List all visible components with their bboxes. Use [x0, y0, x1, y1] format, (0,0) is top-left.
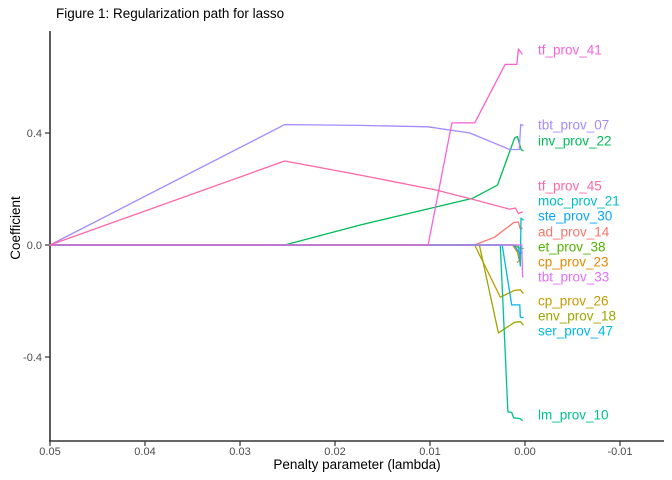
series-label-cp_prov_23: cp_prov_23: [538, 255, 609, 270]
x-axis-title: Penalty parameter (lambda): [273, 457, 440, 472]
series-line-cp_prov_23: [49, 244, 520, 264]
series-label-ser_prov_47: ser_prov_47: [538, 324, 613, 339]
series-label-et_prov_38: et_prov_38: [538, 240, 606, 255]
series-line-tf_prov_41: [49, 48, 523, 246]
x-tick-label: 0.01: [419, 446, 440, 458]
x-tick-label: 0.03: [229, 446, 250, 458]
series-line-lm_prov_10: [49, 244, 523, 422]
x-tick-label: 0.04: [134, 446, 155, 458]
chart-title: Figure 1: Regularization path for lasso: [56, 6, 285, 21]
series-line-inv_prov_22: [49, 135, 524, 246]
series-line-ser_prov_47: [49, 244, 524, 319]
y-axis-title: Coefficient: [8, 196, 23, 260]
series-line-tf_prov_45: [49, 160, 523, 246]
series-label-ad_prov_14: ad_prov_14: [538, 225, 610, 240]
series-label-inv_prov_22: inv_prov_22: [538, 134, 612, 149]
series-label-env_prov_18: env_prov_18: [538, 309, 616, 324]
y-tick-label: 0.4: [27, 128, 42, 140]
x-tick-label: 0.02: [324, 446, 345, 458]
chart-plot-area: 0.05 0.04 0.03 0.02 0.01 0.00 -0.01 0.4 0.0 -0.4 a…: [23, 31, 664, 458]
series-label-tbt_prov_07: tbt_prov_07: [538, 117, 609, 132]
series-line-env_prov_18: [49, 244, 524, 334]
x-tick-label: -0.01: [607, 446, 632, 458]
series-label-tf_prov_41: tf_prov_41: [538, 43, 602, 58]
series-line-tbt_prov_07: [49, 123, 524, 246]
y-tick-label: 0.0: [27, 240, 42, 252]
series-line-tbt_prov_33: [49, 244, 524, 278]
series-label-ste_prov_30: ste_prov_30: [538, 208, 612, 223]
series-label-lm_prov_10: lm_prov_10: [538, 408, 609, 423]
series-line-ste_prov_30: [49, 244, 523, 255]
series-line-ad_prov_14: [49, 221, 523, 246]
series-label-tbt_prov_33: tbt_prov_33: [538, 269, 609, 284]
x-tick-label: 0.00: [514, 446, 535, 458]
series-label-cp_prov_26: cp_prov_26: [538, 294, 609, 309]
series-line-moc_prov_21: [49, 217, 524, 267]
series-label-moc_prov_21: moc_prov_21: [538, 194, 620, 209]
series-label-tf_prov_45: tf_prov_45: [538, 178, 602, 193]
x-tick-label: 0.05: [39, 446, 60, 458]
y-tick-label: -0.4: [23, 352, 42, 364]
series-line-cp_prov_26: [49, 244, 524, 298]
